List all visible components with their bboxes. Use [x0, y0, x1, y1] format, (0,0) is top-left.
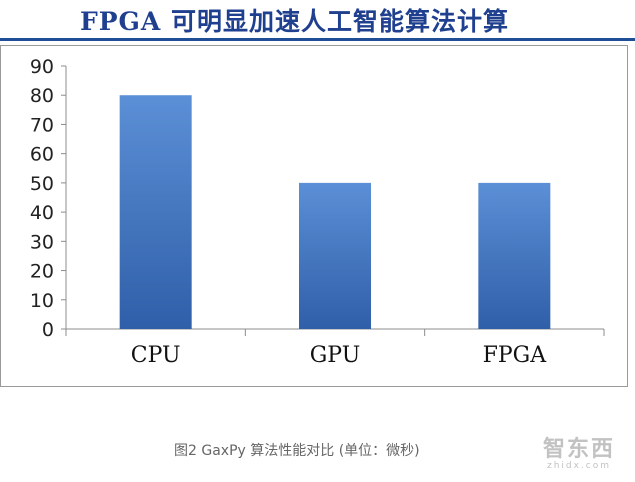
y-tick-label: 60 [30, 144, 54, 166]
y-tick-label: 10 [30, 290, 54, 312]
title-underline [0, 38, 635, 41]
y-tick-label: 40 [30, 202, 54, 224]
bar-gpu [299, 182, 371, 329]
y-tick-label: 30 [30, 231, 54, 253]
bar-cpu [119, 95, 192, 329]
y-tick-label: 50 [30, 173, 54, 195]
watermark-text: 智东西 [542, 437, 615, 462]
watermark-logo: 智东西 zhidx.com [532, 431, 626, 475]
x-category-label: GPU [310, 343, 361, 368]
y-tick-label: 70 [30, 114, 54, 136]
x-category-label: CPU [131, 343, 181, 368]
y-tick-label: 20 [30, 261, 54, 283]
bar-fpga [478, 182, 551, 329]
watermark-url: zhidx.com [546, 461, 612, 471]
y-tick-label: 0 [42, 319, 54, 341]
bar-chart: 0 10 20 30 40 50 60 70 80 90 CPU GPU FPGA [30, 56, 605, 368]
y-tick-label: 80 [30, 85, 54, 107]
figure-caption: 图2 GaxPy 算法性能对比 (单位：微秒) [174, 443, 420, 459]
page-title: FPGA 可明显加速人工智能算法计算 [80, 7, 509, 36]
y-tick-label: 90 [30, 56, 54, 78]
chart-frame: 0 10 20 30 40 50 60 70 80 90 CPU GPU FPGA [0, 45, 628, 387]
x-category-label: FPGA [483, 343, 548, 368]
